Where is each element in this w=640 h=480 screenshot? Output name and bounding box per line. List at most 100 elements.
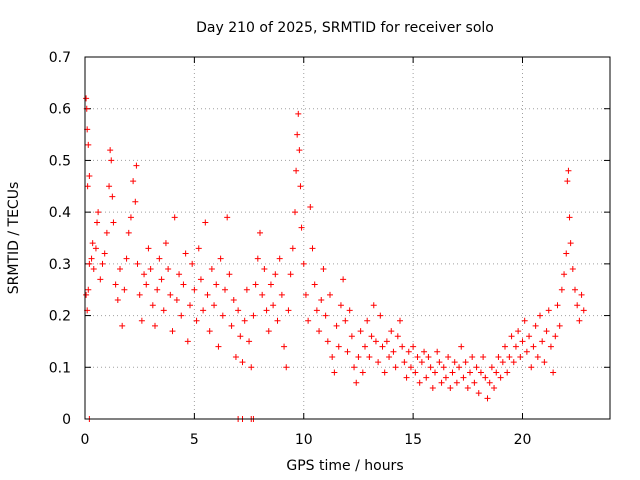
- data-point: [386, 353, 393, 360]
- data-point: [567, 240, 574, 247]
- y-tick-label: 0.1: [49, 360, 71, 376]
- data-point: [101, 250, 108, 257]
- data-point: [392, 364, 399, 371]
- data-point: [193, 317, 200, 324]
- data-point: [149, 302, 156, 309]
- data-point: [510, 359, 517, 366]
- y-tick-label: 0.5: [49, 153, 71, 169]
- data-point: [425, 353, 432, 360]
- data-point: [217, 255, 224, 262]
- data-point: [521, 317, 528, 324]
- data-point: [484, 395, 491, 402]
- x-tick-label: 15: [404, 432, 422, 448]
- data-point: [318, 297, 325, 304]
- data-point: [219, 312, 226, 319]
- data-point: [89, 240, 96, 247]
- data-point: [580, 307, 587, 314]
- data-point: [379, 343, 386, 350]
- data-point: [497, 374, 504, 381]
- data-point: [272, 271, 279, 278]
- x-tick-label: 10: [295, 432, 313, 448]
- data-point: [405, 348, 412, 355]
- data-point: [480, 353, 487, 360]
- data-point: [141, 271, 148, 278]
- data-point: [407, 364, 414, 371]
- data-point: [414, 353, 421, 360]
- data-point: [178, 312, 185, 319]
- data-point: [324, 338, 331, 345]
- data-point: [119, 322, 126, 329]
- data-point: [355, 353, 362, 360]
- data-point: [370, 302, 377, 309]
- data-point: [281, 343, 288, 350]
- data-point: [353, 379, 360, 386]
- data-point: [322, 312, 329, 319]
- data-point: [99, 260, 106, 267]
- data-point: [390, 348, 397, 355]
- data-point: [85, 286, 92, 293]
- data-point: [232, 353, 239, 360]
- data-point: [160, 307, 167, 314]
- data-point: [243, 286, 250, 293]
- data-point: [342, 317, 349, 324]
- y-tick-label: 0.7: [49, 50, 71, 66]
- data-point: [545, 307, 552, 314]
- data-point: [547, 343, 554, 350]
- data-point: [138, 317, 145, 324]
- data-point: [254, 255, 261, 262]
- grid-lines: [85, 57, 610, 419]
- data-point: [145, 245, 152, 252]
- data-point: [270, 302, 277, 309]
- data-point: [162, 240, 169, 247]
- data-point: [152, 322, 158, 329]
- data-point: [471, 379, 478, 386]
- data-point: [165, 266, 172, 273]
- data-point: [502, 343, 508, 350]
- data-point: [458, 343, 465, 350]
- data-point: [90, 266, 97, 273]
- data-point: [224, 214, 231, 221]
- chart-title: Day 210 of 2025, SRMTID for receiver sol…: [196, 20, 494, 36]
- data-point: [302, 291, 309, 298]
- data-point: [106, 183, 113, 190]
- data-point: [460, 374, 467, 381]
- data-point: [388, 328, 395, 335]
- data-point: [383, 338, 390, 345]
- data-point: [311, 281, 318, 288]
- data-point: [300, 260, 307, 267]
- axis-ticks: 0 0.1 0.2 0.3 0.4 0.5 0.6 0.7 0 5 10 15 20: [49, 50, 610, 448]
- data-point: [552, 333, 559, 340]
- data-point: [169, 328, 176, 335]
- data-point: [136, 291, 143, 298]
- data-point: [576, 317, 583, 324]
- data-point: [265, 328, 272, 335]
- data-point: [287, 271, 294, 278]
- data-point: [295, 110, 302, 117]
- data-point: [252, 281, 259, 288]
- data-point: [399, 343, 406, 350]
- data-point: [530, 343, 537, 350]
- data-point: [495, 353, 502, 360]
- data-point: [335, 343, 342, 350]
- data-point: [305, 317, 312, 324]
- data-point: [403, 374, 410, 381]
- data-point: [364, 317, 371, 324]
- data-point: [344, 348, 351, 355]
- y-tick-label: 0.4: [49, 205, 71, 221]
- data-point: [110, 219, 117, 226]
- data-point: [154, 286, 161, 293]
- data-point: [423, 374, 430, 381]
- data-point: [381, 369, 388, 376]
- data-point: [499, 359, 506, 366]
- data-point: [434, 348, 441, 355]
- data-point: [574, 302, 581, 309]
- data-point: [226, 271, 233, 278]
- data-point: [189, 260, 196, 267]
- data-point: [176, 271, 183, 278]
- data-point: [191, 286, 198, 293]
- data-point: [541, 359, 548, 366]
- data-point: [572, 286, 578, 293]
- data-point: [83, 291, 90, 298]
- data-point: [445, 353, 452, 360]
